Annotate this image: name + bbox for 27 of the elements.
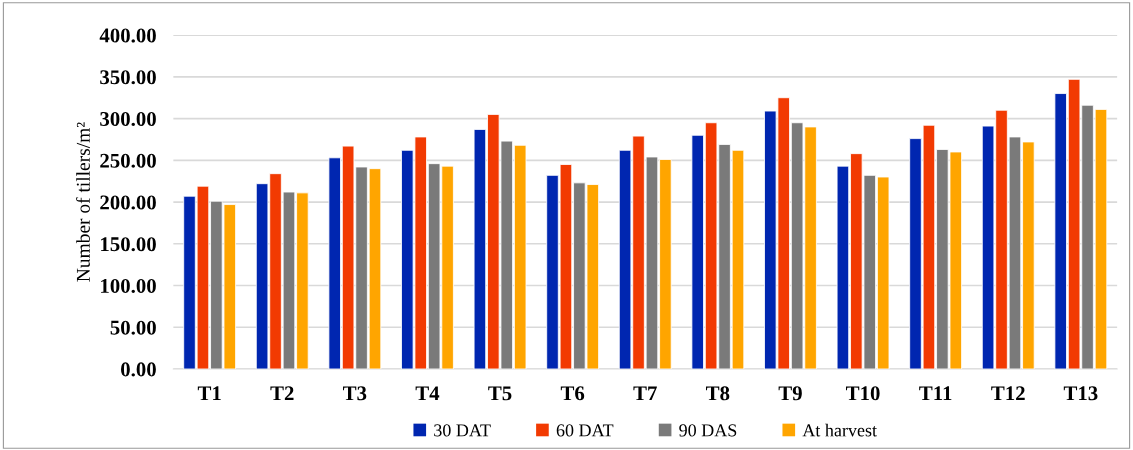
x-tick-label: T4 (415, 386, 440, 401)
x-tick-label: T9 (778, 386, 802, 401)
x-tick-label: T2 (270, 386, 294, 401)
y-tick-label: 150.00 (101, 237, 156, 252)
x-tick-label: T3 (343, 386, 367, 401)
y-tick-label: 300.00 (100, 111, 156, 127)
y-tick-label: 400.00 (99, 28, 156, 43)
y-tick-label: 0.00 (121, 362, 156, 377)
y-tick-label: 350.00 (100, 70, 156, 85)
x-tick-label: T7 (633, 386, 657, 401)
y-axis-title: Number of tillers/m² (76, 122, 90, 282)
x-tick-label: T8 (706, 386, 730, 401)
legend-label: 90 DAS (679, 424, 737, 437)
x-tick-label: T6 (560, 386, 585, 401)
x-tick-label: T10 (846, 386, 880, 401)
y-tick-label: 200.00 (100, 195, 156, 210)
x-tick-label: T1 (197, 386, 221, 401)
x-tick-label: T12 (991, 386, 1025, 401)
legend-label: 30 DAT (434, 424, 491, 437)
y-tick-label: 250.00 (100, 153, 156, 168)
y-tick-label: 50.00 (110, 320, 156, 335)
legend-label: 60 DAT (556, 424, 614, 437)
x-tick-label: T5 (488, 386, 512, 401)
y-tick-label: 100.00 (101, 278, 156, 294)
x-tick-label: T11 (919, 386, 952, 401)
x-tick-label: T13 (1063, 386, 1098, 401)
legend-label: At harvest (802, 423, 877, 437)
